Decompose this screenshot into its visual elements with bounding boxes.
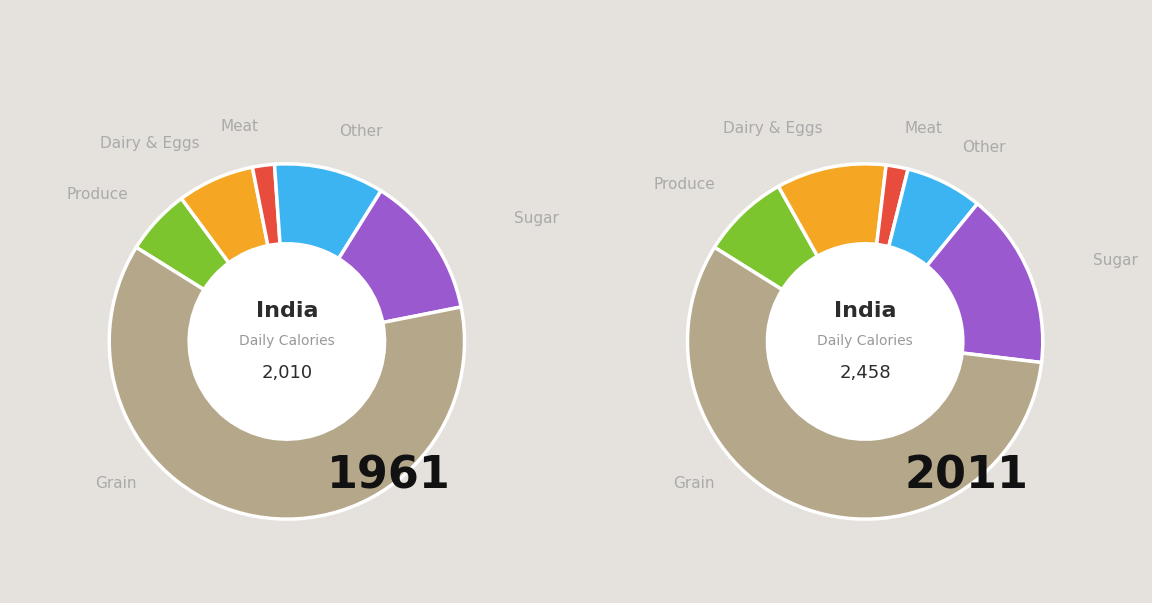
Text: Daily Calories: Daily Calories bbox=[238, 335, 335, 349]
Text: 2,458: 2,458 bbox=[840, 364, 890, 382]
Circle shape bbox=[767, 244, 963, 439]
Wedge shape bbox=[136, 198, 229, 289]
Wedge shape bbox=[109, 247, 464, 519]
Wedge shape bbox=[779, 164, 886, 256]
Wedge shape bbox=[182, 167, 268, 263]
Wedge shape bbox=[927, 204, 1043, 362]
Text: 2011: 2011 bbox=[904, 455, 1029, 498]
Text: Dairy & Eggs: Dairy & Eggs bbox=[723, 121, 823, 136]
Text: Other: Other bbox=[962, 140, 1006, 155]
Text: Meat: Meat bbox=[220, 119, 258, 134]
Text: Produce: Produce bbox=[654, 177, 715, 192]
Text: Sugar: Sugar bbox=[1092, 253, 1137, 268]
Wedge shape bbox=[888, 169, 977, 266]
Wedge shape bbox=[252, 164, 280, 245]
Wedge shape bbox=[714, 186, 818, 289]
Text: 2,010: 2,010 bbox=[262, 364, 312, 382]
Text: Dairy & Eggs: Dairy & Eggs bbox=[100, 136, 199, 151]
Wedge shape bbox=[877, 165, 908, 247]
Text: Other: Other bbox=[340, 124, 382, 139]
Text: India: India bbox=[834, 302, 896, 321]
Wedge shape bbox=[688, 247, 1041, 519]
Circle shape bbox=[189, 244, 385, 439]
Text: Produce: Produce bbox=[66, 187, 128, 202]
Wedge shape bbox=[339, 191, 461, 323]
Text: Sugar: Sugar bbox=[514, 211, 559, 226]
Wedge shape bbox=[274, 164, 381, 259]
Text: Meat: Meat bbox=[904, 121, 942, 136]
Text: Daily Calories: Daily Calories bbox=[817, 335, 914, 349]
Text: Grain: Grain bbox=[673, 476, 714, 491]
Text: Grain: Grain bbox=[94, 476, 137, 491]
Text: 1961: 1961 bbox=[326, 455, 450, 498]
Text: India: India bbox=[256, 302, 318, 321]
